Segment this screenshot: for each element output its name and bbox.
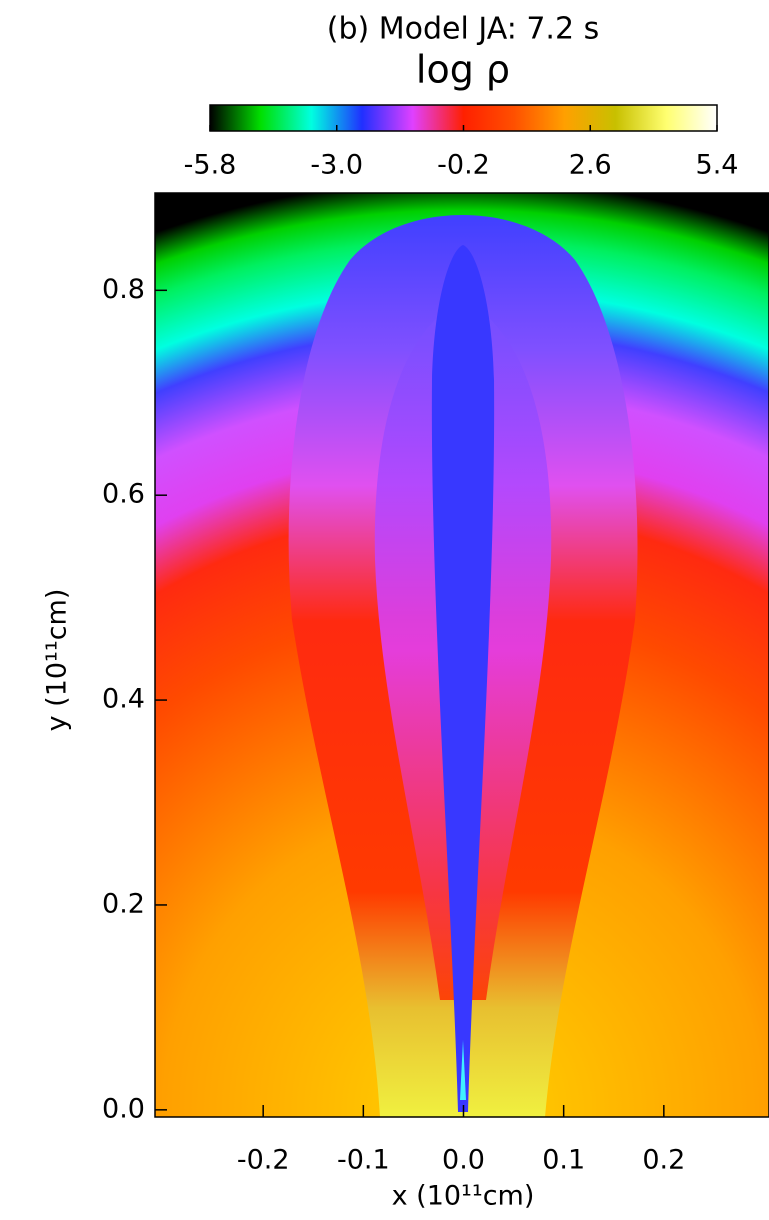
x-tick-label: 0.0 [442,1145,485,1176]
y-tick-label: 0.8 [102,274,145,305]
colorbar-tick-label: -0.2 [437,150,490,181]
y-tick-label: 0.6 [102,479,145,510]
y-axis-label: y (10¹¹cm) [42,589,73,732]
jet [431,245,495,1112]
colorbar-tick-label: -5.8 [184,150,237,181]
y-tick-label: 0.0 [102,1093,145,1124]
x-axis-label: x (10¹¹cm) [392,1181,535,1212]
x-tick-label: 0.2 [642,1145,685,1176]
chart-title: (b) Model JA: 7.2 s [327,12,599,47]
x-tick-label: 0.1 [542,1145,585,1176]
colorbar-tick-label: 5.4 [696,150,739,181]
x-tick-label: -0.2 [237,1145,290,1176]
y-tick-label: 0.4 [102,684,145,715]
x-tick-label: -0.1 [337,1145,390,1176]
y-tick-label: 0.2 [102,888,145,919]
colorbar-tick-label: -3.0 [310,150,363,181]
plot-frame [154,192,769,1118]
colorbar-label: log ρ [416,48,510,92]
colorbar-tick-label: 2.6 [569,150,612,181]
jet-core [460,1040,466,1100]
density-map [155,193,769,1117]
